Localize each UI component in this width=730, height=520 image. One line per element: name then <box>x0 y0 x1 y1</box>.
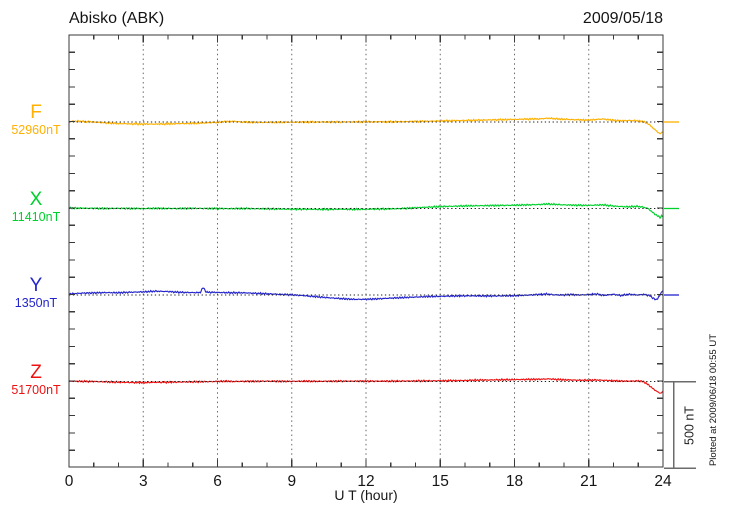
x-tick-label: 9 <box>287 473 297 490</box>
x-tick-label: 15 <box>431 473 449 490</box>
series-baseline-value-z: 51700nT <box>11 383 61 397</box>
baseline-dotted-lines <box>69 121 663 382</box>
scale-bar <box>664 380 696 469</box>
series-letter-y: Y <box>29 275 43 296</box>
axis-ticks <box>69 35 663 467</box>
series-letter-f: F <box>30 102 42 123</box>
vertical-gridlines <box>142 35 590 467</box>
x-tick-label: 12 <box>357 473 375 490</box>
x-tick-label: 6 <box>213 473 222 490</box>
x-axis-title: U T (hour) <box>334 487 398 503</box>
x-tick-label: 3 <box>138 473 148 490</box>
trace-y <box>68 287 664 301</box>
plot-frame <box>68 34 664 468</box>
series-letter-z: Z <box>30 362 42 383</box>
series-baseline-value-x: 11410nT <box>11 210 61 224</box>
x-tick-label: 0 <box>64 473 74 490</box>
series-label-z: Z 51700nT <box>4 363 68 397</box>
series-baseline-value-y: 1350nT <box>14 296 58 310</box>
x-tick-label: 21 <box>580 473 598 490</box>
scale-bar-label: 500 nT <box>682 406 697 445</box>
series-label-x: X 11410nT <box>4 190 68 224</box>
station-title: Abisko (ABK) <box>69 10 165 27</box>
right-baseline-ticks <box>664 121 679 296</box>
series-letter-x: X <box>29 189 43 210</box>
plotted-timestamp-note: Plotted at 2009/06/18 00:55 UT <box>708 333 719 467</box>
series-label-f: F 52960nT <box>4 103 68 137</box>
series-label-y: Y 1350nT <box>4 276 68 310</box>
x-tick-label: 18 <box>505 473 524 490</box>
series-baseline-value-f: 52960nT <box>11 123 61 137</box>
plot-date: 2009/05/18 <box>582 10 663 27</box>
x-tick-label: 24 <box>654 473 672 490</box>
